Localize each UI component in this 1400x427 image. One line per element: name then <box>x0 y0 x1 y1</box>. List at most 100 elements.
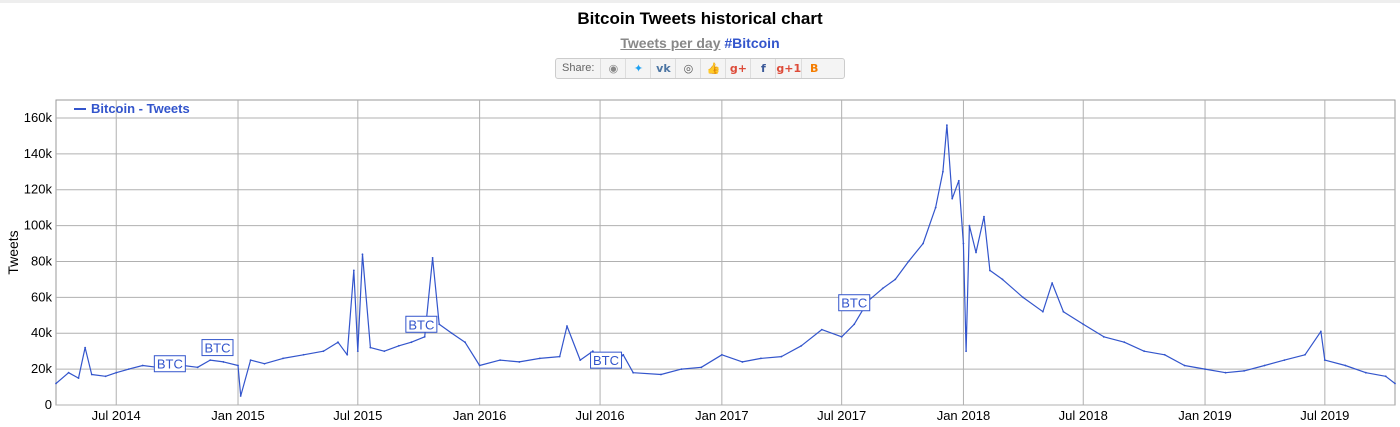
weibo-share-icon[interactable]: ◎ <box>676 59 702 78</box>
data-point <box>660 373 662 376</box>
data-point <box>760 357 762 360</box>
data-point <box>1163 353 1166 356</box>
data-point <box>209 359 212 362</box>
data-point <box>1082 323 1085 326</box>
annotation-box <box>590 351 623 369</box>
data-point <box>431 256 434 259</box>
x-tick-label: Jul 2018 <box>1059 408 1108 423</box>
y-tick-label: 120k <box>24 182 53 197</box>
data-point <box>1304 353 1306 356</box>
annotation-label: BTC <box>408 317 434 332</box>
twitter-icon: ✦ <box>633 62 644 75</box>
y-tick-label: 40k <box>31 325 52 340</box>
like-share-icon[interactable]: 👍 <box>701 59 727 78</box>
facebook-share-icon[interactable]: f <box>751 59 777 78</box>
annotation-box <box>838 294 871 312</box>
annotation-label: BTC <box>593 353 619 368</box>
annotation-label: BTC <box>205 341 231 356</box>
data-point <box>249 359 252 362</box>
share-label: Share: <box>556 59 602 78</box>
data-point <box>538 357 541 360</box>
data-point <box>127 368 130 371</box>
blogger-share-icon[interactable]: B <box>802 59 826 78</box>
data-point <box>853 323 856 326</box>
data-point <box>579 359 582 362</box>
data-point <box>90 373 93 376</box>
data-point <box>337 341 339 344</box>
data-point <box>840 335 843 338</box>
x-tick-label: Jan 2019 <box>1178 408 1232 423</box>
google-plus-one-share-icon[interactable]: g+1 <box>776 59 803 78</box>
google-plus-one-icon: g+1 <box>776 62 802 75</box>
twitter-share-icon[interactable]: ✦ <box>626 59 652 78</box>
y-tick-label: 0 <box>45 397 52 412</box>
data-point <box>1323 359 1326 362</box>
data-point <box>410 341 413 344</box>
subtitle-hashtag[interactable]: #Bitcoin <box>724 35 780 51</box>
data-point <box>957 179 960 182</box>
thumbs-up-icon: 👍 <box>706 62 721 75</box>
vk-icon: vk <box>656 62 671 75</box>
plot-area <box>55 99 1396 406</box>
data-point <box>922 242 924 245</box>
data-point <box>346 353 349 356</box>
data-point <box>438 323 441 326</box>
data-point <box>450 332 453 335</box>
data-point <box>934 206 937 209</box>
data-point <box>942 170 944 173</box>
data-point <box>962 242 965 245</box>
data-point <box>1344 364 1347 367</box>
x-tick-label: Jan 2015 <box>211 408 265 423</box>
data-point <box>1224 371 1227 374</box>
data-point <box>680 368 683 371</box>
data-point <box>1394 382 1396 385</box>
subtitle-link[interactable]: Tweets per day <box>620 35 721 51</box>
data-point <box>356 350 359 353</box>
data-point <box>1263 364 1266 367</box>
data-point <box>237 364 239 367</box>
x-tick-label: Jul 2015 <box>333 408 382 423</box>
x-tick-label: Jul 2017 <box>817 408 866 423</box>
chart-title: Bitcoin Tweets historical chart <box>577 9 823 28</box>
data-point <box>302 353 305 356</box>
data-point <box>1283 359 1286 362</box>
reddit-share-icon[interactable]: ◉ <box>601 59 627 78</box>
data-point <box>1204 368 1206 371</box>
data-point <box>196 366 199 369</box>
y-tick-label: 80k <box>31 253 52 268</box>
data-point <box>951 197 954 200</box>
data-point <box>478 364 481 367</box>
data-point <box>1243 370 1245 372</box>
share-bar: Share: ◉ ✦ vk ◎ 👍 g+ f g+1 B <box>555 58 845 79</box>
data-point <box>1102 335 1105 338</box>
google-plus-icon: g+ <box>729 62 747 75</box>
data-point <box>894 278 897 281</box>
facebook-icon: f <box>761 62 766 75</box>
vk-share-icon[interactable]: vk <box>651 59 677 78</box>
data-point <box>77 377 80 379</box>
data-point <box>499 359 502 362</box>
data-point <box>558 355 561 358</box>
annotation-label: BTC <box>157 357 183 372</box>
data-point <box>383 350 386 353</box>
data-point <box>67 371 70 374</box>
legend-label: Bitcoin - Tweets <box>91 101 190 116</box>
weibo-icon: ◎ <box>683 62 694 75</box>
data-point <box>369 346 372 349</box>
data-point <box>975 251 977 254</box>
data-point <box>263 362 266 365</box>
annotation-box <box>405 315 438 333</box>
x-tick-label: Jul 2019 <box>1300 408 1349 423</box>
data-point <box>946 124 948 127</box>
data-point <box>983 215 985 218</box>
series-line <box>55 124 1396 397</box>
google-plus-share-icon[interactable]: g+ <box>726 59 752 78</box>
data-point <box>141 364 144 367</box>
data-point <box>239 395 242 397</box>
data-point <box>1364 371 1367 374</box>
data-point <box>361 253 364 256</box>
y-tick-label: 140k <box>24 146 53 161</box>
top-strip <box>0 0 1400 3</box>
reddit-icon: ◉ <box>608 62 619 75</box>
data-point <box>720 353 723 356</box>
